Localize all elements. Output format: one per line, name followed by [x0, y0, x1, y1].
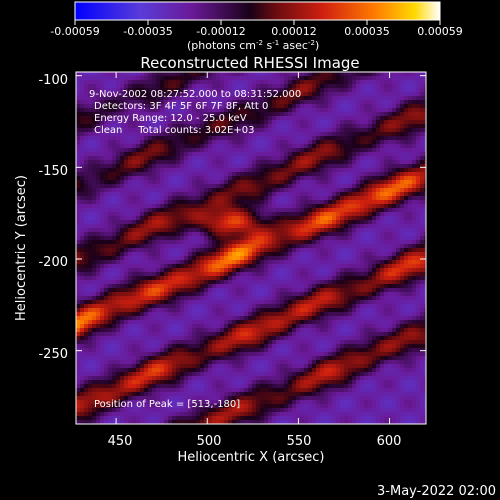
timestamp: 3-May-2022 02:00	[377, 484, 496, 499]
annotation-detectors: Detectors: 3F 4F 5F 6F 7F 8F, Att 0	[94, 101, 268, 112]
heatmap-image	[76, 72, 426, 424]
y-tick-label: -250	[38, 347, 68, 362]
y-axis-label: Heliocentric Y (arcsec)	[14, 175, 29, 321]
colorbar-tick-label: 0.00059	[417, 25, 463, 38]
chart-title: Reconstructed RHESSI Image	[140, 54, 359, 72]
y-tick-label: -150	[38, 164, 68, 179]
x-axis-label: Heliocentric X (arcsec)	[178, 450, 325, 465]
y-axis-ticks	[76, 75, 426, 352]
annotation-clean-counts: Clean Total counts: 3.02E+03	[94, 125, 254, 136]
x-tick-label: 600	[377, 434, 402, 449]
x-tick-label: 500	[197, 434, 222, 449]
x-axis-ticks	[115, 72, 391, 424]
annotation-time-range: 9-Nov-2002 08:27:52.000 to 08:31:52.000	[89, 89, 301, 100]
colorbar-tick-label: -0.00059	[50, 25, 99, 38]
y-tick-label: -100	[38, 73, 68, 88]
colorbar-tick-label: -0.00035	[123, 25, 172, 38]
colorbar	[74, 1, 441, 21]
x-tick-label: 550	[287, 434, 312, 449]
colorbar-tick-label: 0.00012	[271, 25, 317, 38]
x-tick-label: 450	[108, 434, 133, 449]
annotation-energy-range: Energy Range: 12.0 - 25.0 keV	[94, 113, 247, 124]
colorbar-ticks	[74, 20, 441, 25]
colorbar-tick-label: 0.00035	[344, 25, 390, 38]
colorbar-units: (photons cm-2 s-1 asec-2)	[187, 39, 319, 52]
plot-frame	[75, 71, 427, 425]
y-tick-label: -200	[38, 255, 68, 270]
colorbar-tick-label: -0.00012	[196, 25, 245, 38]
peak-position-label: Position of Peak = [513,-180]	[94, 399, 240, 410]
